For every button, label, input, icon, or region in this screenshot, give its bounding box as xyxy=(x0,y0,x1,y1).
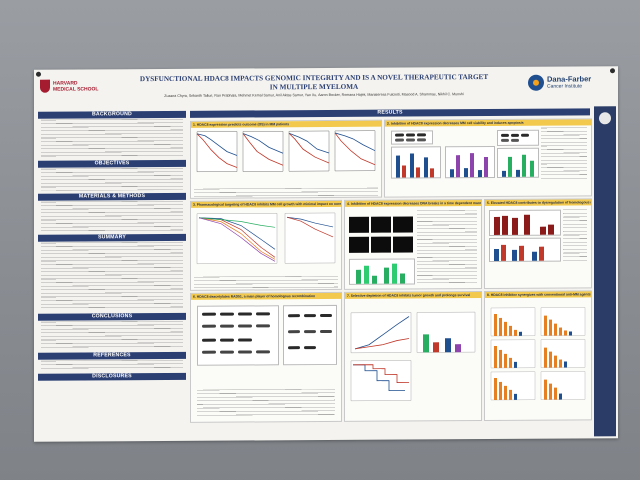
immunoprecipitation-blots xyxy=(197,305,279,366)
shield-icon xyxy=(40,79,50,93)
immunoprecipitation-blots xyxy=(283,304,337,366)
results-panel-3: 3. Pharmacological targeting of HDAC8 in… xyxy=(190,199,342,291)
microscopy-image xyxy=(349,216,369,233)
panel-5-caption xyxy=(563,209,587,262)
panel-4-caption xyxy=(417,210,477,285)
results-panel-2: 2. Inhibition of HDAC8 expression decrea… xyxy=(384,118,592,198)
western-blot xyxy=(497,129,539,146)
harvard-logo: HARVARD MEDICAL SCHOOL xyxy=(40,77,102,99)
summary-text xyxy=(41,241,183,311)
section-header-background: BACKGROUND xyxy=(38,110,186,119)
bar-chart-dna-breaks xyxy=(349,258,415,285)
western-blot xyxy=(391,130,433,145)
objectives-text xyxy=(41,167,183,191)
results-panel-1: 1. HDAC8 expression predicts outcome (OS… xyxy=(190,119,382,199)
dose-response-curves xyxy=(196,212,336,264)
materials-text xyxy=(41,200,183,232)
microscopy-image xyxy=(371,216,391,233)
results-panel-8: 8. HDAC8 inhibitor synergizes with conve… xyxy=(484,290,592,422)
synergy-bar-charts xyxy=(490,307,586,401)
section-header-materials: MATERIALS & METHODS xyxy=(38,192,186,201)
seal-icon xyxy=(599,112,611,125)
push-pin xyxy=(36,71,41,77)
results-panel-7: 7. Selective depletion of HDAC8 inhibits… xyxy=(344,291,482,422)
section-header-results: RESULTS xyxy=(190,108,590,118)
panel-6-caption xyxy=(197,388,335,416)
bar-chart-recombination xyxy=(489,237,561,263)
section-header-disclosures: DISCLOSURES xyxy=(38,372,186,381)
results-panel-6: 6. HDAC8 deacetylates RAD51, a main play… xyxy=(190,291,342,423)
dana-farber-mark-icon xyxy=(528,74,544,91)
panel-1-caption xyxy=(194,187,378,199)
references-text xyxy=(41,359,183,371)
panel-2-caption xyxy=(541,127,587,180)
tumor-growth-charts xyxy=(350,311,476,402)
bar-chart-hr-activity xyxy=(489,209,561,237)
left-column: BACKGROUND OBJECTIVES MATERIALS & METHOD… xyxy=(38,110,186,381)
results-column: RESULTS xyxy=(190,108,590,118)
research-poster: HARVARD MEDICAL SCHOOL DYSFUNCTIONAL HDA… xyxy=(34,66,618,442)
microscopy-image xyxy=(393,216,413,233)
dana-farber-logo: Dana-Farber Cancer Institute xyxy=(528,72,614,99)
survival-curves xyxy=(196,130,376,172)
background-text xyxy=(41,118,183,158)
section-header-conclusions: CONCLUSIONS xyxy=(38,312,186,321)
results-panel-4: 4. Inhibition of HDAC8 expression decrea… xyxy=(344,199,482,290)
section-header-references: REFERENCES xyxy=(38,351,186,360)
bar-chart-caspase xyxy=(497,147,539,178)
results-panel-5: 5. Elevated HDAC8 contributes to dysregu… xyxy=(484,198,592,290)
conclusions-text xyxy=(41,320,183,350)
microscopy-image xyxy=(349,236,369,253)
microscopy-image xyxy=(393,236,413,253)
poster-authors: Zuzana Chyra, Srikanth Talluri, Rao Prab… xyxy=(164,92,464,98)
section-header-summary: SUMMARY xyxy=(38,233,186,242)
panel-3-caption xyxy=(194,275,338,289)
bar-chart-apoptosis xyxy=(445,145,495,179)
poster-title: DYSFUNCTIONAL HDAC8 IMPACTS GENOMIC INTE… xyxy=(139,73,489,91)
section-header-objectives: OBJECTIVES xyxy=(38,159,186,168)
microscopy-image xyxy=(371,236,391,253)
side-strip xyxy=(594,106,616,437)
bar-chart-viability xyxy=(391,146,441,179)
